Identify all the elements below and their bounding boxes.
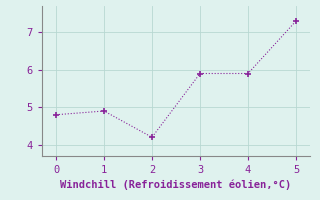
- X-axis label: Windchill (Refroidissement éolien,°C): Windchill (Refroidissement éolien,°C): [60, 179, 292, 190]
